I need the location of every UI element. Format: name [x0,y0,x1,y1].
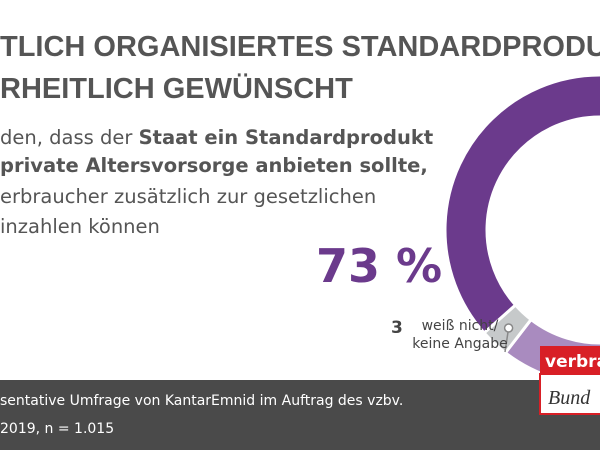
intro-line: inzahlen können [0,215,160,238]
donut-segment [443,73,600,336]
intro-line: den, dass der Staat ein Standardprodukt [0,126,433,149]
intro-line: private Altersvorsorge anbieten sollte, [0,154,428,177]
category-label: weiß nicht/ keine Angabe [412,318,508,352]
intro-text: den, dass der [0,126,139,149]
intro-line: erbraucher zusätzlich zur gesetzlichen [0,185,376,208]
title-line: RHEITLICH GEWÜNSCHT [0,72,353,105]
footer-source: sentative Umfrage von KantarEmnid im Auf… [0,393,403,409]
logo-bottom [539,373,600,415]
footer-band [0,380,600,450]
footer-note: 2019, n = 1.015 [0,421,114,437]
logo-text: verbrauch [545,352,600,372]
value-label: 73 % [316,239,442,293]
logo-text: Bund [548,387,591,409]
value-label: 3 [391,318,403,338]
title-line: TLICH ORGANISIERTES STANDARDPRODUK [0,31,600,63]
intro-bold: Staat ein Standardprodukt [139,126,434,149]
logo-top [540,346,600,374]
marker-dot [503,323,514,333]
